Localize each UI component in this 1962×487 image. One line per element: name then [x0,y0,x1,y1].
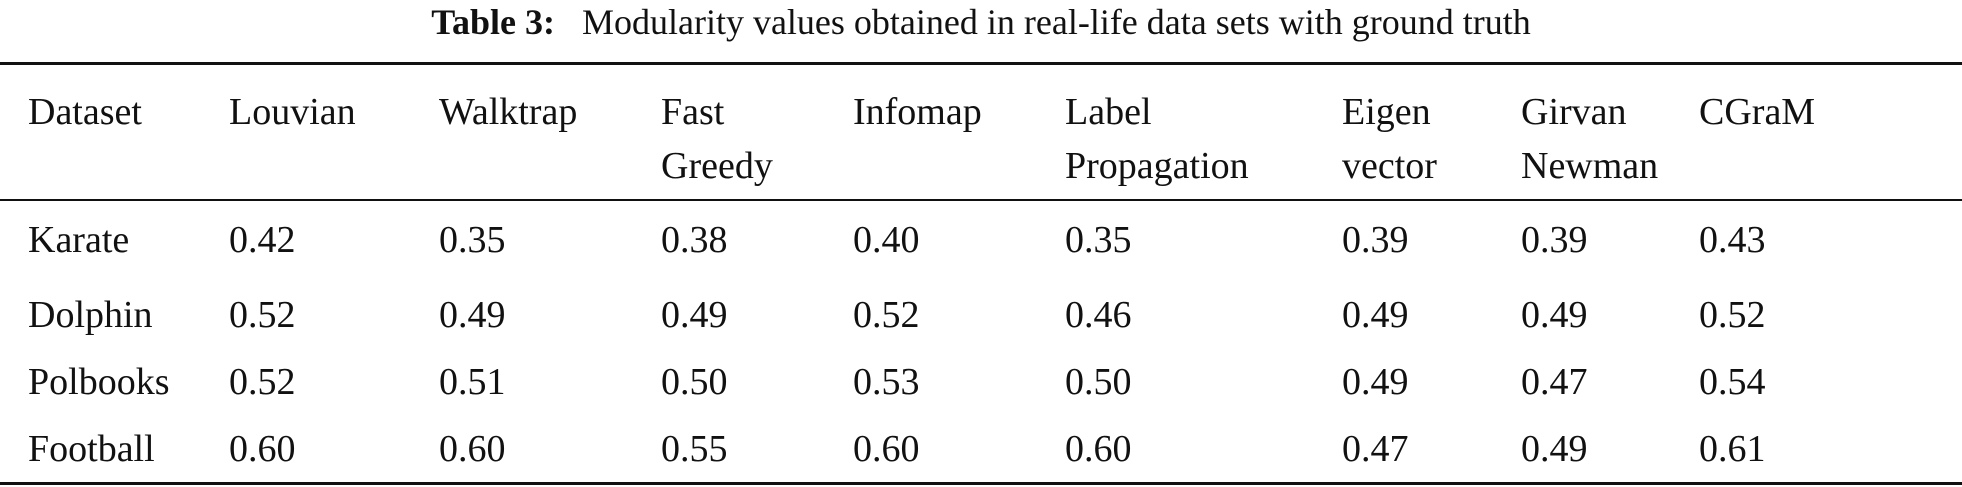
cell-fast-greedy: 0.38 [661,219,728,261]
cell-walktrap: 0.60 [439,428,506,470]
caption-spacer [564,2,582,42]
cell-louvian: 0.52 [229,361,296,403]
cell-cgram-best: 0.54 [1699,361,1766,403]
header-eigen-vector: Eigen vector [1342,65,1521,199]
cell-label-propagation: 0.35 [1065,219,1132,261]
cell-eigen-vector: 0.49 [1342,294,1409,336]
header-girvan-newman: Girvan Newman [1521,65,1699,199]
table-row: Karate 0.42 0.35 0.38 0.40 0.35 0.39 0.3… [0,199,1962,282]
cell-cgram-best: 0.52 [1699,294,1766,336]
caption-text: Modularity values obtained in real-life … [581,2,1531,42]
cell-walktrap: 0.35 [439,219,506,261]
cell-girvan-newman: 0.49 [1521,428,1588,470]
cell-label-propagation: 0.60 [1065,428,1132,470]
header-eigen-vector-line-2: vector [1342,145,1437,187]
header-infomap-line-1: Infomap [853,91,982,133]
header-louvian-line-1: Louvian [229,91,356,133]
caption-label: Table 3: [431,2,555,42]
cell-dataset: Football [28,428,155,470]
cell-fast-greedy: 0.50 [661,361,728,403]
cell-walktrap: 0.51 [439,361,506,403]
cell-fast-greedy: 0.49 [661,294,728,336]
header-walktrap-line-1: Walktrap [439,91,578,133]
cell-dataset: Karate [28,219,130,261]
cell-fast-greedy: 0.55 [661,428,728,470]
cell-eigen-vector: 0.47 [1342,428,1409,470]
header-dataset-line-1: Dataset [28,91,142,133]
cell-infomap: 0.60 [853,428,920,470]
cell-louvian: 0.60 [229,428,296,470]
header-cgram: CGraM [1699,65,1962,199]
header-label-propagation-line-1: Label [1065,91,1152,133]
cell-label-propagation: 0.46 [1065,294,1132,336]
cell-infomap: 0.52 [853,294,920,336]
cell-dataset: Dolphin [28,294,153,336]
header-girvan-newman-line-1: Girvan [1521,91,1627,133]
cell-girvan-newman: 0.39 [1521,219,1588,261]
header-dataset: Dataset [0,65,229,199]
cell-walktrap: 0.49 [439,294,506,336]
header-fast-greedy-line-2: Greedy [661,145,773,187]
header-label-propagation: Label Propagation [1065,65,1342,199]
cell-cgram-best: 0.43 [1699,219,1766,261]
header-walktrap: Walktrap [439,65,661,199]
table-row: Football 0.60 0.60 0.55 0.60 0.60 0.47 0… [0,416,1962,483]
header-girvan-newman-line-2: Newman [1521,145,1659,187]
header-eigen-vector-line-1: Eigen [1342,91,1431,133]
cell-louvian: 0.52 [229,294,296,336]
header-infomap: Infomap [853,65,1065,199]
table-header-rule [0,199,1962,201]
cell-label-propagation: 0.50 [1065,361,1132,403]
cell-dataset: Polbooks [28,361,170,403]
cell-louvian: 0.42 [229,219,296,261]
header-label-propagation-line-2: Propagation [1065,145,1249,187]
cell-eigen-vector: 0.39 [1342,219,1409,261]
cell-girvan-newman: 0.47 [1521,361,1588,403]
header-fast-greedy-line-1: Fast [661,91,725,133]
header-louvian: Louvian [229,65,439,199]
cell-cgram-best: 0.61 [1699,428,1766,470]
table-caption: Table 3: Modularity values obtained in r… [0,0,1962,50]
header-fast-greedy: Fast Greedy [661,65,853,199]
cell-girvan-newman: 0.49 [1521,294,1588,336]
table-header-row: Dataset Louvian Walktrap Fast Greedy Info… [0,65,1962,199]
header-cgram-line-1: CGraM [1699,91,1816,133]
table-bottom-rule [0,482,1962,485]
cell-infomap: 0.53 [853,361,920,403]
modularity-table: Dataset Louvian Walktrap Fast Greedy Info… [0,65,1962,483]
table-row: Polbooks 0.52 0.51 0.50 0.53 0.50 0.49 0… [0,349,1962,416]
table-row: Dolphin 0.52 0.49 0.49 0.52 0.46 0.49 0.… [0,282,1962,349]
cell-infomap: 0.40 [853,219,920,261]
table-top-rule [0,62,1962,65]
cell-eigen-vector: 0.49 [1342,361,1409,403]
